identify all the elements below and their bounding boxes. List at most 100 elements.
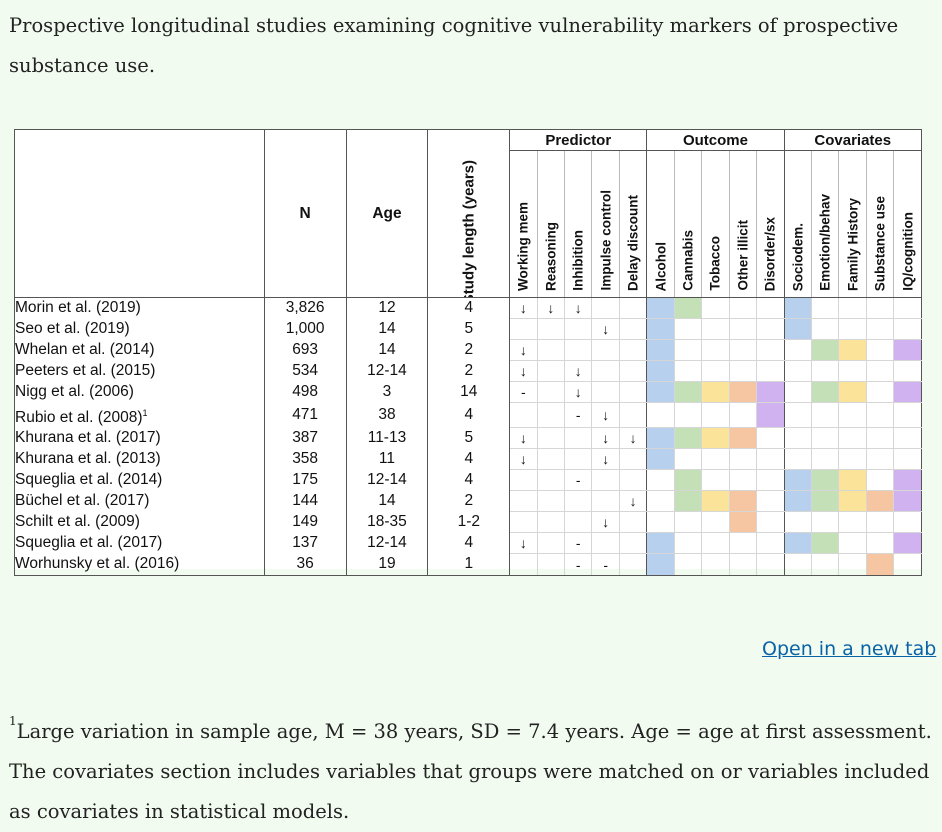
covariate-marker-cell	[783, 381, 813, 404]
covariate-marker-cell	[838, 553, 867, 576]
outcome-marker-cell	[646, 532, 675, 555]
covariate-col-header-label: IQ/cognition	[900, 212, 916, 291]
predictor-col-header-label: Working mem	[515, 201, 531, 291]
covariate-marker-cell	[893, 339, 922, 362]
outcome-col-header-disorder-sx: Disorder/sx	[756, 150, 785, 298]
predictor-effect-cell	[509, 511, 538, 534]
footnote: 1Large variation in sample age, M = 38 y…	[9, 712, 934, 832]
covariate-marker-cell	[893, 469, 922, 492]
covariate-marker-cell	[810, 532, 840, 555]
n-header: N	[263, 129, 347, 298]
predictor-effect-cell	[509, 469, 538, 492]
covariate-marker-cell	[865, 339, 895, 362]
predictor-effect-cell: ↓	[591, 448, 620, 471]
covariate-col-header-label: Sociodem.	[790, 222, 806, 291]
study-name-cell: Whelan et al. (2014)	[14, 339, 265, 361]
predictor-effect-cell: ↓	[509, 448, 538, 471]
age-cell: 12-14	[346, 532, 429, 554]
covariate-marker-cell	[865, 511, 895, 534]
n-cell: 3,826	[264, 296, 347, 319]
predictor-effect-cell	[591, 490, 620, 513]
covariate-marker-cell	[783, 360, 813, 383]
study-name: Squeglia et al. (2017)	[15, 534, 163, 552]
n-cell: 498	[264, 381, 347, 403]
outcome-marker-cell	[673, 381, 703, 404]
outcome-marker-cell	[673, 448, 703, 471]
predictor-col-header-label: Impulse control	[598, 190, 614, 291]
study-name-cell: Khurana et al. (2017)	[14, 427, 265, 449]
predictor-effect-cell	[536, 511, 566, 534]
study-name-cell: Rubio et al. (2008)1	[14, 402, 265, 428]
outcome-marker-cell	[701, 490, 730, 513]
predictor-group-header: Predictor	[509, 129, 648, 151]
footnote-reference: 1	[142, 407, 148, 418]
outcome-marker-cell	[701, 448, 730, 471]
predictor-col-header-reasoning: Reasoning	[536, 150, 566, 298]
covariate-marker-cell	[865, 402, 895, 429]
predictor-effect-cell	[618, 448, 648, 471]
n-cell: 1,000	[264, 318, 347, 340]
outcome-marker-cell	[646, 490, 675, 513]
study-name-cell: Seo et al. (2019)	[14, 318, 265, 340]
covariate-marker-cell	[893, 402, 922, 429]
n-cell: 137	[264, 532, 347, 554]
predictor-col-header-delay-discount: Delay discount	[618, 150, 648, 298]
study-name-cell: Squeglia et al. (2014)	[14, 469, 265, 491]
outcome-marker-cell	[646, 469, 675, 492]
length-cell: 14	[427, 381, 511, 403]
outcome-marker-cell	[701, 469, 730, 492]
n-cell: 358	[264, 448, 347, 470]
table-row: Morin et al. (2019) 3,826 12 4 ↓ ↓ ↓	[14, 296, 922, 320]
table-row: Rubio et al. (2008)1 471 38 4- ↓	[14, 402, 922, 429]
covariate-marker-cell	[838, 402, 867, 429]
outcome-marker-cell	[701, 360, 730, 383]
covariate-marker-cell	[783, 532, 813, 555]
predictor-effect-cell	[618, 318, 648, 341]
predictor-effect-cell: -	[564, 532, 593, 555]
covariate-marker-cell	[783, 553, 813, 576]
predictor-effect-cell	[564, 427, 593, 450]
predictor-effect-cell	[591, 296, 620, 320]
study-name: Schilt et al. (2009)	[15, 513, 140, 531]
outcome-marker-cell	[728, 402, 758, 429]
covariate-marker-cell	[893, 427, 922, 450]
predictor-effect-cell: ↓	[564, 296, 593, 320]
covariate-marker-cell	[783, 469, 813, 492]
covariate-marker-cell	[810, 360, 840, 383]
predictor-effect-cell	[509, 490, 538, 513]
predictor-effect-cell	[509, 402, 538, 429]
length-cell: 5	[427, 427, 511, 449]
covariate-marker-cell	[838, 381, 867, 404]
predictor-effect-cell	[509, 553, 538, 576]
predictor-effect-cell: ↓	[618, 427, 648, 450]
predictor-col-header-working-mem: Working mem	[509, 150, 538, 298]
predictor-effect-cell	[591, 339, 620, 362]
predictor-effect-cell: ↓	[509, 360, 538, 383]
covariate-marker-cell	[783, 511, 813, 534]
length-cell: 4	[427, 448, 511, 470]
covariate-marker-cell	[783, 490, 813, 513]
study-table: N Age Study length (years) Predictor Out…	[14, 129, 923, 576]
covariate-marker-cell	[783, 296, 813, 320]
study-name-cell: Nigg et al. (2006)	[14, 381, 265, 403]
age-cell: 38	[346, 402, 429, 428]
open-in-new-tab-link[interactable]: Open in a new tab	[762, 638, 937, 660]
covariate-marker-cell	[865, 318, 895, 341]
predictor-effect-cell	[564, 490, 593, 513]
covariate-marker-cell	[838, 427, 867, 450]
covariate-marker-cell	[865, 532, 895, 555]
predictor-effect-cell	[618, 553, 648, 576]
predictor-effect-cell	[536, 360, 566, 383]
outcome-marker-cell	[728, 381, 758, 404]
covariate-marker-cell	[838, 532, 867, 555]
outcome-marker-cell	[756, 469, 785, 492]
predictor-col-header-impulse-control: Impulse control	[591, 150, 620, 298]
study-table-figure: N Age Study length (years) Predictor Out…	[14, 129, 923, 576]
age-cell: 12	[346, 296, 429, 319]
covariate-marker-cell	[865, 360, 895, 383]
study-name: Rubio et al. (2008)	[15, 408, 143, 426]
covariate-marker-cell	[865, 553, 895, 576]
predictor-effect-cell: -	[509, 381, 538, 404]
outcome-col-header-label: Tobacco	[707, 236, 723, 291]
covariate-marker-cell	[810, 511, 840, 534]
